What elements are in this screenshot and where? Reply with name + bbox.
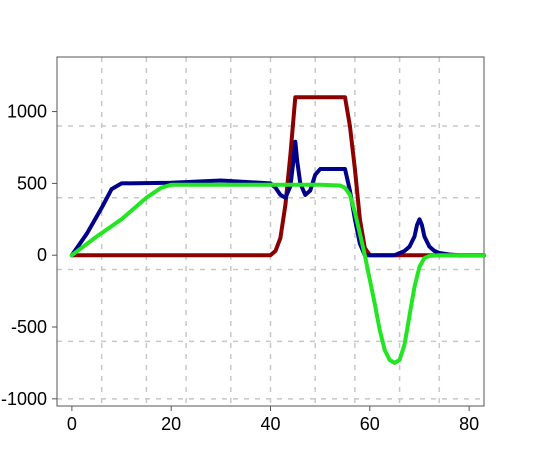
series-line-1 — [69, 139, 486, 258]
series-lines — [69, 95, 486, 365]
x-tick-label: 80 — [459, 414, 479, 434]
x-tick-label: 40 — [260, 414, 280, 434]
plot-area-frame — [56, 56, 485, 407]
y-tick-label: -1000 — [1, 389, 47, 409]
x-tick-label: 20 — [161, 414, 181, 434]
y-tick-label: 1000 — [7, 102, 47, 122]
series-line-2 — [69, 182, 486, 365]
x-axis-ticks: 0 20 40 60 80 — [67, 406, 479, 434]
x-tick-label: 0 — [67, 414, 77, 434]
y-tick-label: 500 — [17, 173, 47, 193]
y-axis-ticks: -1000 -500 0 500 1000 — [1, 102, 57, 409]
series-line-0 — [69, 95, 486, 258]
y-tick-label: 0 — [37, 245, 47, 265]
grid-lines — [57, 57, 484, 406]
y-tick-label: -500 — [11, 317, 47, 337]
x-tick-label: 60 — [360, 414, 380, 434]
